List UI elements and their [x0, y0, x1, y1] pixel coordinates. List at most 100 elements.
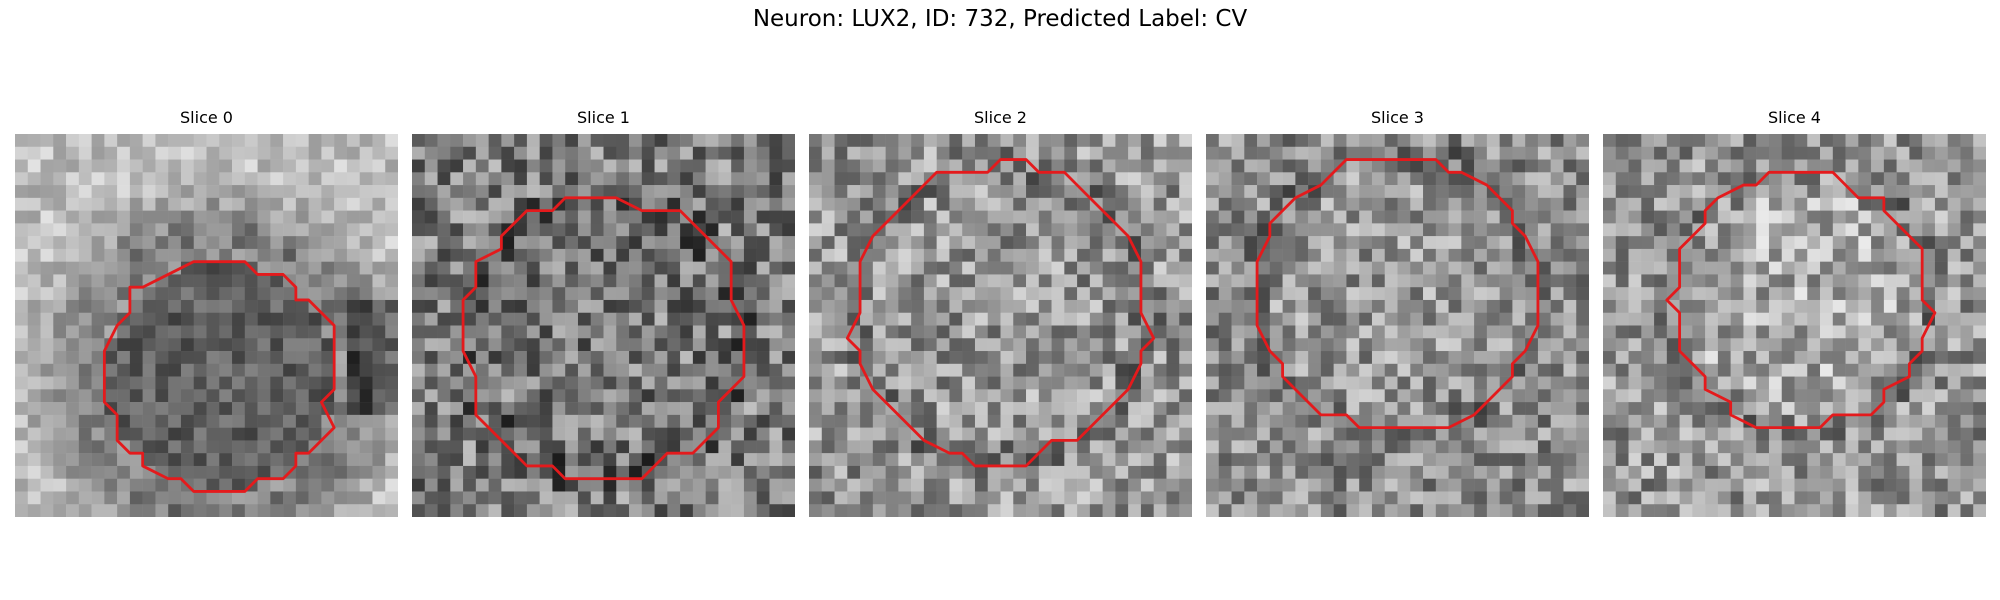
pixel [1051, 351, 1065, 365]
pixel [1486, 376, 1500, 390]
pixel [1320, 223, 1334, 237]
pixel [450, 440, 464, 454]
pixel [1474, 376, 1488, 390]
pixel [412, 185, 426, 199]
pixel [1730, 440, 1744, 454]
pixel [1730, 363, 1744, 377]
pixel [552, 440, 566, 454]
pixel [1000, 223, 1014, 237]
pixel [308, 274, 322, 288]
pixel [1628, 248, 1642, 262]
pixel [1654, 146, 1668, 160]
pixel [91, 363, 105, 377]
pixel [1512, 389, 1526, 403]
pixel [1218, 248, 1232, 262]
pixel [1537, 236, 1551, 250]
pixel [1832, 210, 1846, 224]
pixel [1934, 351, 1948, 365]
pixel [1781, 185, 1795, 199]
pixel [1717, 478, 1731, 492]
pixel [450, 185, 464, 199]
pixel [974, 159, 988, 173]
pixel [1077, 299, 1091, 313]
pixel [1563, 185, 1577, 199]
pixel [1000, 312, 1014, 326]
pixel [295, 402, 309, 416]
pixel [1051, 172, 1065, 186]
pixel [885, 185, 899, 199]
pixel [1730, 274, 1744, 288]
pixel [1410, 274, 1424, 288]
pixel [782, 248, 795, 262]
pixel [232, 351, 246, 365]
pixel [885, 248, 899, 262]
pixel [641, 248, 655, 262]
pixel [526, 287, 540, 301]
pixel [667, 261, 681, 275]
pixel [334, 287, 348, 301]
pixel [206, 414, 220, 428]
pixel [1576, 197, 1589, 211]
pixel [692, 248, 706, 262]
pixel [206, 453, 220, 467]
pixel [1845, 389, 1859, 403]
pixel [1179, 236, 1192, 250]
pixel [53, 223, 67, 237]
pixel [501, 453, 515, 467]
pixel [1244, 185, 1258, 199]
pixel [334, 185, 348, 199]
pixel [40, 440, 54, 454]
pixel [1973, 414, 1986, 428]
pixel [1615, 185, 1629, 199]
pixel [769, 185, 783, 199]
pixel [1153, 274, 1167, 288]
pixel [1692, 134, 1706, 148]
pixel [987, 146, 1001, 160]
pixel [142, 440, 156, 454]
pixel [1000, 146, 1014, 160]
pixel [1781, 299, 1795, 313]
pixel [15, 363, 29, 377]
pixel [91, 197, 105, 211]
pixel [180, 248, 194, 262]
pixel [821, 363, 835, 377]
pixel [1499, 440, 1513, 454]
pixel [1320, 376, 1334, 390]
pixel [1922, 363, 1936, 377]
pixel [1000, 504, 1014, 517]
pixel [437, 312, 451, 326]
pixel [1282, 299, 1296, 313]
pixel [949, 210, 963, 224]
pixel [1000, 478, 1014, 492]
pixel [577, 261, 591, 275]
pixel [1756, 197, 1770, 211]
pixel [860, 185, 874, 199]
pixel [1871, 248, 1885, 262]
pixel [244, 134, 258, 148]
pixel [1206, 172, 1220, 186]
pixel [91, 159, 105, 173]
pixel [1231, 491, 1245, 505]
pixel [1871, 414, 1885, 428]
pixel [424, 465, 438, 479]
pixel [1756, 287, 1770, 301]
pixel [1499, 274, 1513, 288]
pixel [1845, 172, 1859, 186]
pixel [1115, 274, 1129, 288]
pixel [1615, 427, 1629, 441]
pixel [40, 504, 54, 517]
pixel [257, 197, 271, 211]
pixel [1026, 504, 1040, 517]
pixel [1179, 465, 1192, 479]
pixel [412, 414, 426, 428]
pixel [1423, 325, 1437, 339]
pixel [987, 465, 1001, 479]
pixel [1576, 478, 1589, 492]
pixel [1909, 185, 1923, 199]
pixel [616, 453, 630, 467]
pixel [424, 236, 438, 250]
pixel [142, 478, 156, 492]
pixel [1206, 274, 1220, 288]
pixel [142, 210, 156, 224]
pixel [1333, 440, 1347, 454]
